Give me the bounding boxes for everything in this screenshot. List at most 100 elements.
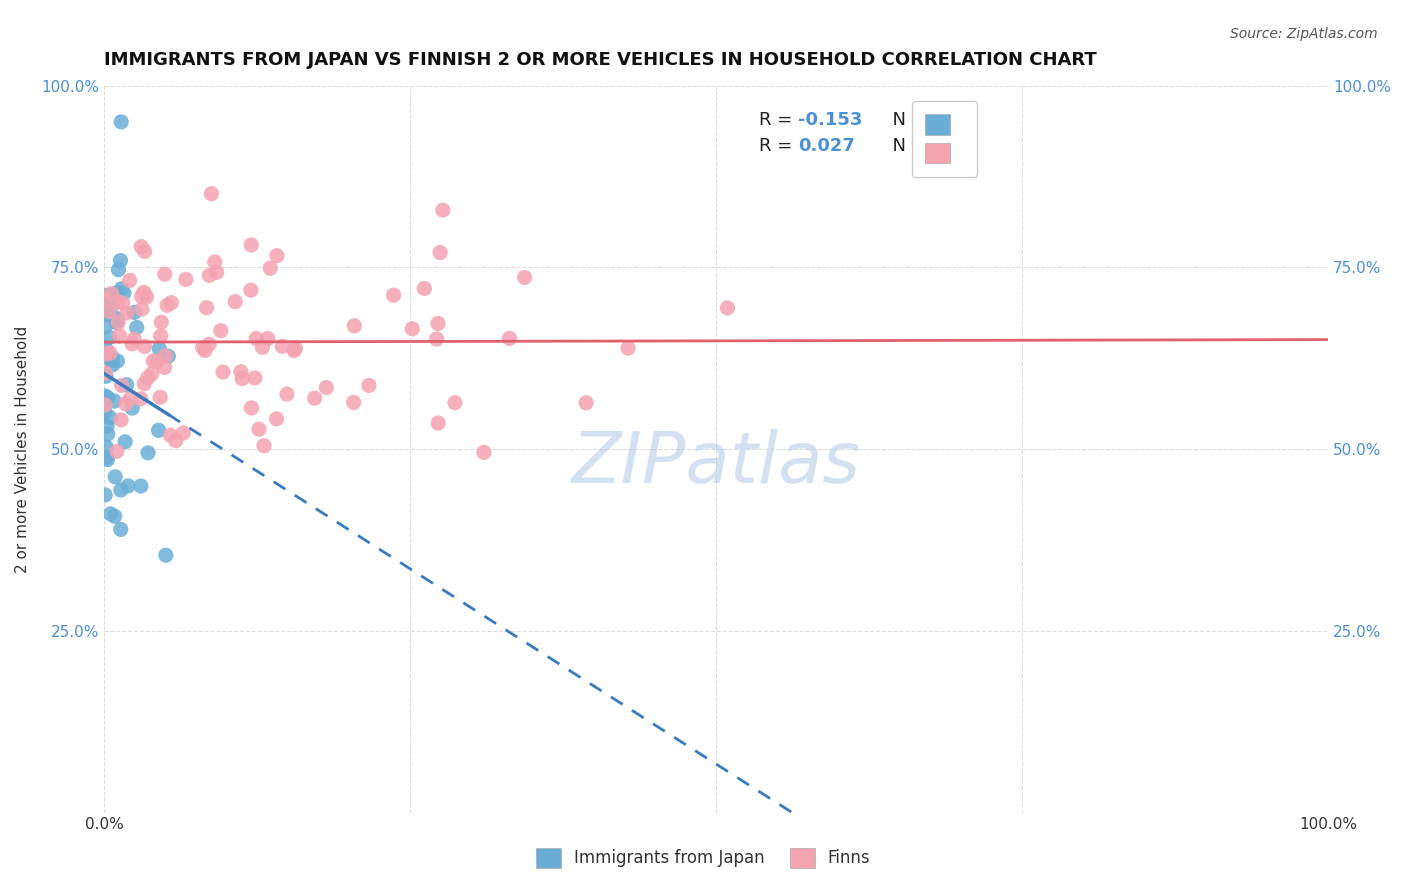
Point — [111, 378, 134, 392]
Point — [141, 367, 163, 381]
Point — [271, 339, 294, 353]
Point — [129, 479, 152, 493]
Point — [107, 285, 129, 300]
Point — [134, 339, 156, 353]
Text: R =: R = — [759, 137, 797, 155]
Point — [111, 296, 134, 310]
Point — [155, 548, 177, 562]
Point — [98, 304, 121, 318]
Point — [96, 304, 118, 318]
Point — [413, 281, 436, 295]
Point — [97, 391, 120, 405]
Point — [100, 296, 122, 310]
Point — [240, 238, 263, 252]
Point — [117, 479, 139, 493]
Point — [110, 115, 132, 129]
Point — [94, 405, 117, 419]
Point — [131, 302, 153, 317]
Point — [96, 419, 118, 434]
Point — [194, 343, 217, 358]
Point — [266, 411, 288, 425]
Point — [96, 450, 118, 464]
Point — [94, 319, 117, 334]
Point — [121, 336, 143, 351]
Point — [94, 293, 117, 307]
Point — [98, 410, 121, 425]
Text: Source: ZipAtlas.com: Source: ZipAtlas.com — [1230, 27, 1378, 41]
Point — [101, 358, 124, 372]
Point — [110, 413, 132, 427]
Point — [115, 306, 138, 320]
Text: N =: N = — [882, 137, 932, 155]
Point — [100, 507, 122, 521]
Point — [229, 365, 252, 379]
Point — [427, 317, 450, 331]
Legend: , : , — [912, 101, 977, 177]
Point — [97, 427, 120, 442]
Point — [134, 376, 156, 391]
Point — [97, 307, 120, 321]
Point — [444, 396, 467, 410]
Point — [100, 353, 122, 368]
Point — [136, 371, 159, 385]
Point — [231, 371, 253, 385]
Point — [105, 311, 128, 326]
Point — [98, 346, 121, 360]
Point — [259, 261, 281, 276]
Point — [129, 392, 152, 406]
Point — [204, 255, 226, 269]
Point — [94, 389, 117, 403]
Text: -0.153: -0.153 — [799, 112, 862, 129]
Point — [429, 245, 451, 260]
Point — [198, 268, 221, 283]
Point — [110, 522, 132, 536]
Point — [472, 445, 495, 459]
Point — [129, 240, 152, 254]
Point — [191, 341, 214, 355]
Point — [575, 396, 598, 410]
Point — [114, 397, 136, 411]
Point — [240, 401, 263, 415]
Point — [107, 354, 129, 368]
Point — [148, 342, 170, 356]
Point — [98, 302, 121, 317]
Point — [159, 428, 181, 442]
Point — [498, 331, 520, 345]
Point — [401, 322, 423, 336]
Point — [118, 392, 141, 406]
Point — [118, 273, 141, 287]
Point — [142, 354, 165, 368]
Point — [426, 332, 449, 346]
Point — [617, 341, 640, 355]
Point — [153, 267, 176, 281]
Point — [149, 329, 172, 343]
Text: IMMIGRANTS FROM JAPAN VS FINNISH 2 OR MORE VEHICLES IN HOUSEHOLD CORRELATION CHA: IMMIGRANTS FROM JAPAN VS FINNISH 2 OR MO… — [104, 51, 1097, 69]
Point — [382, 288, 405, 302]
Point — [239, 283, 262, 297]
Point — [112, 286, 135, 301]
Point — [134, 244, 156, 259]
Point — [155, 349, 177, 363]
Point — [125, 320, 148, 334]
Point — [98, 330, 121, 344]
Point — [100, 286, 122, 301]
Point — [94, 488, 117, 502]
Text: ZIPatlas: ZIPatlas — [572, 429, 860, 498]
Point — [114, 434, 136, 449]
Legend: Immigrants from Japan, Finns: Immigrants from Japan, Finns — [529, 841, 877, 875]
Point — [107, 294, 129, 309]
Point — [253, 439, 276, 453]
Point — [343, 318, 366, 333]
Point — [105, 316, 128, 330]
Point — [276, 387, 298, 401]
Point — [343, 395, 366, 409]
Text: 0.027: 0.027 — [799, 137, 855, 155]
Point — [283, 343, 305, 358]
Point — [107, 315, 129, 329]
Point — [97, 288, 120, 302]
Point — [96, 347, 118, 361]
Point — [150, 315, 173, 329]
Point — [104, 509, 127, 524]
Point — [136, 446, 159, 460]
Point — [96, 452, 118, 467]
